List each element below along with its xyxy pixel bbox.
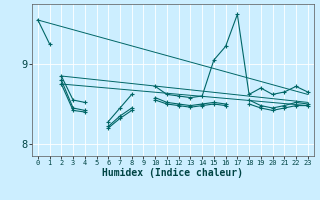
X-axis label: Humidex (Indice chaleur): Humidex (Indice chaleur) [102,168,243,178]
